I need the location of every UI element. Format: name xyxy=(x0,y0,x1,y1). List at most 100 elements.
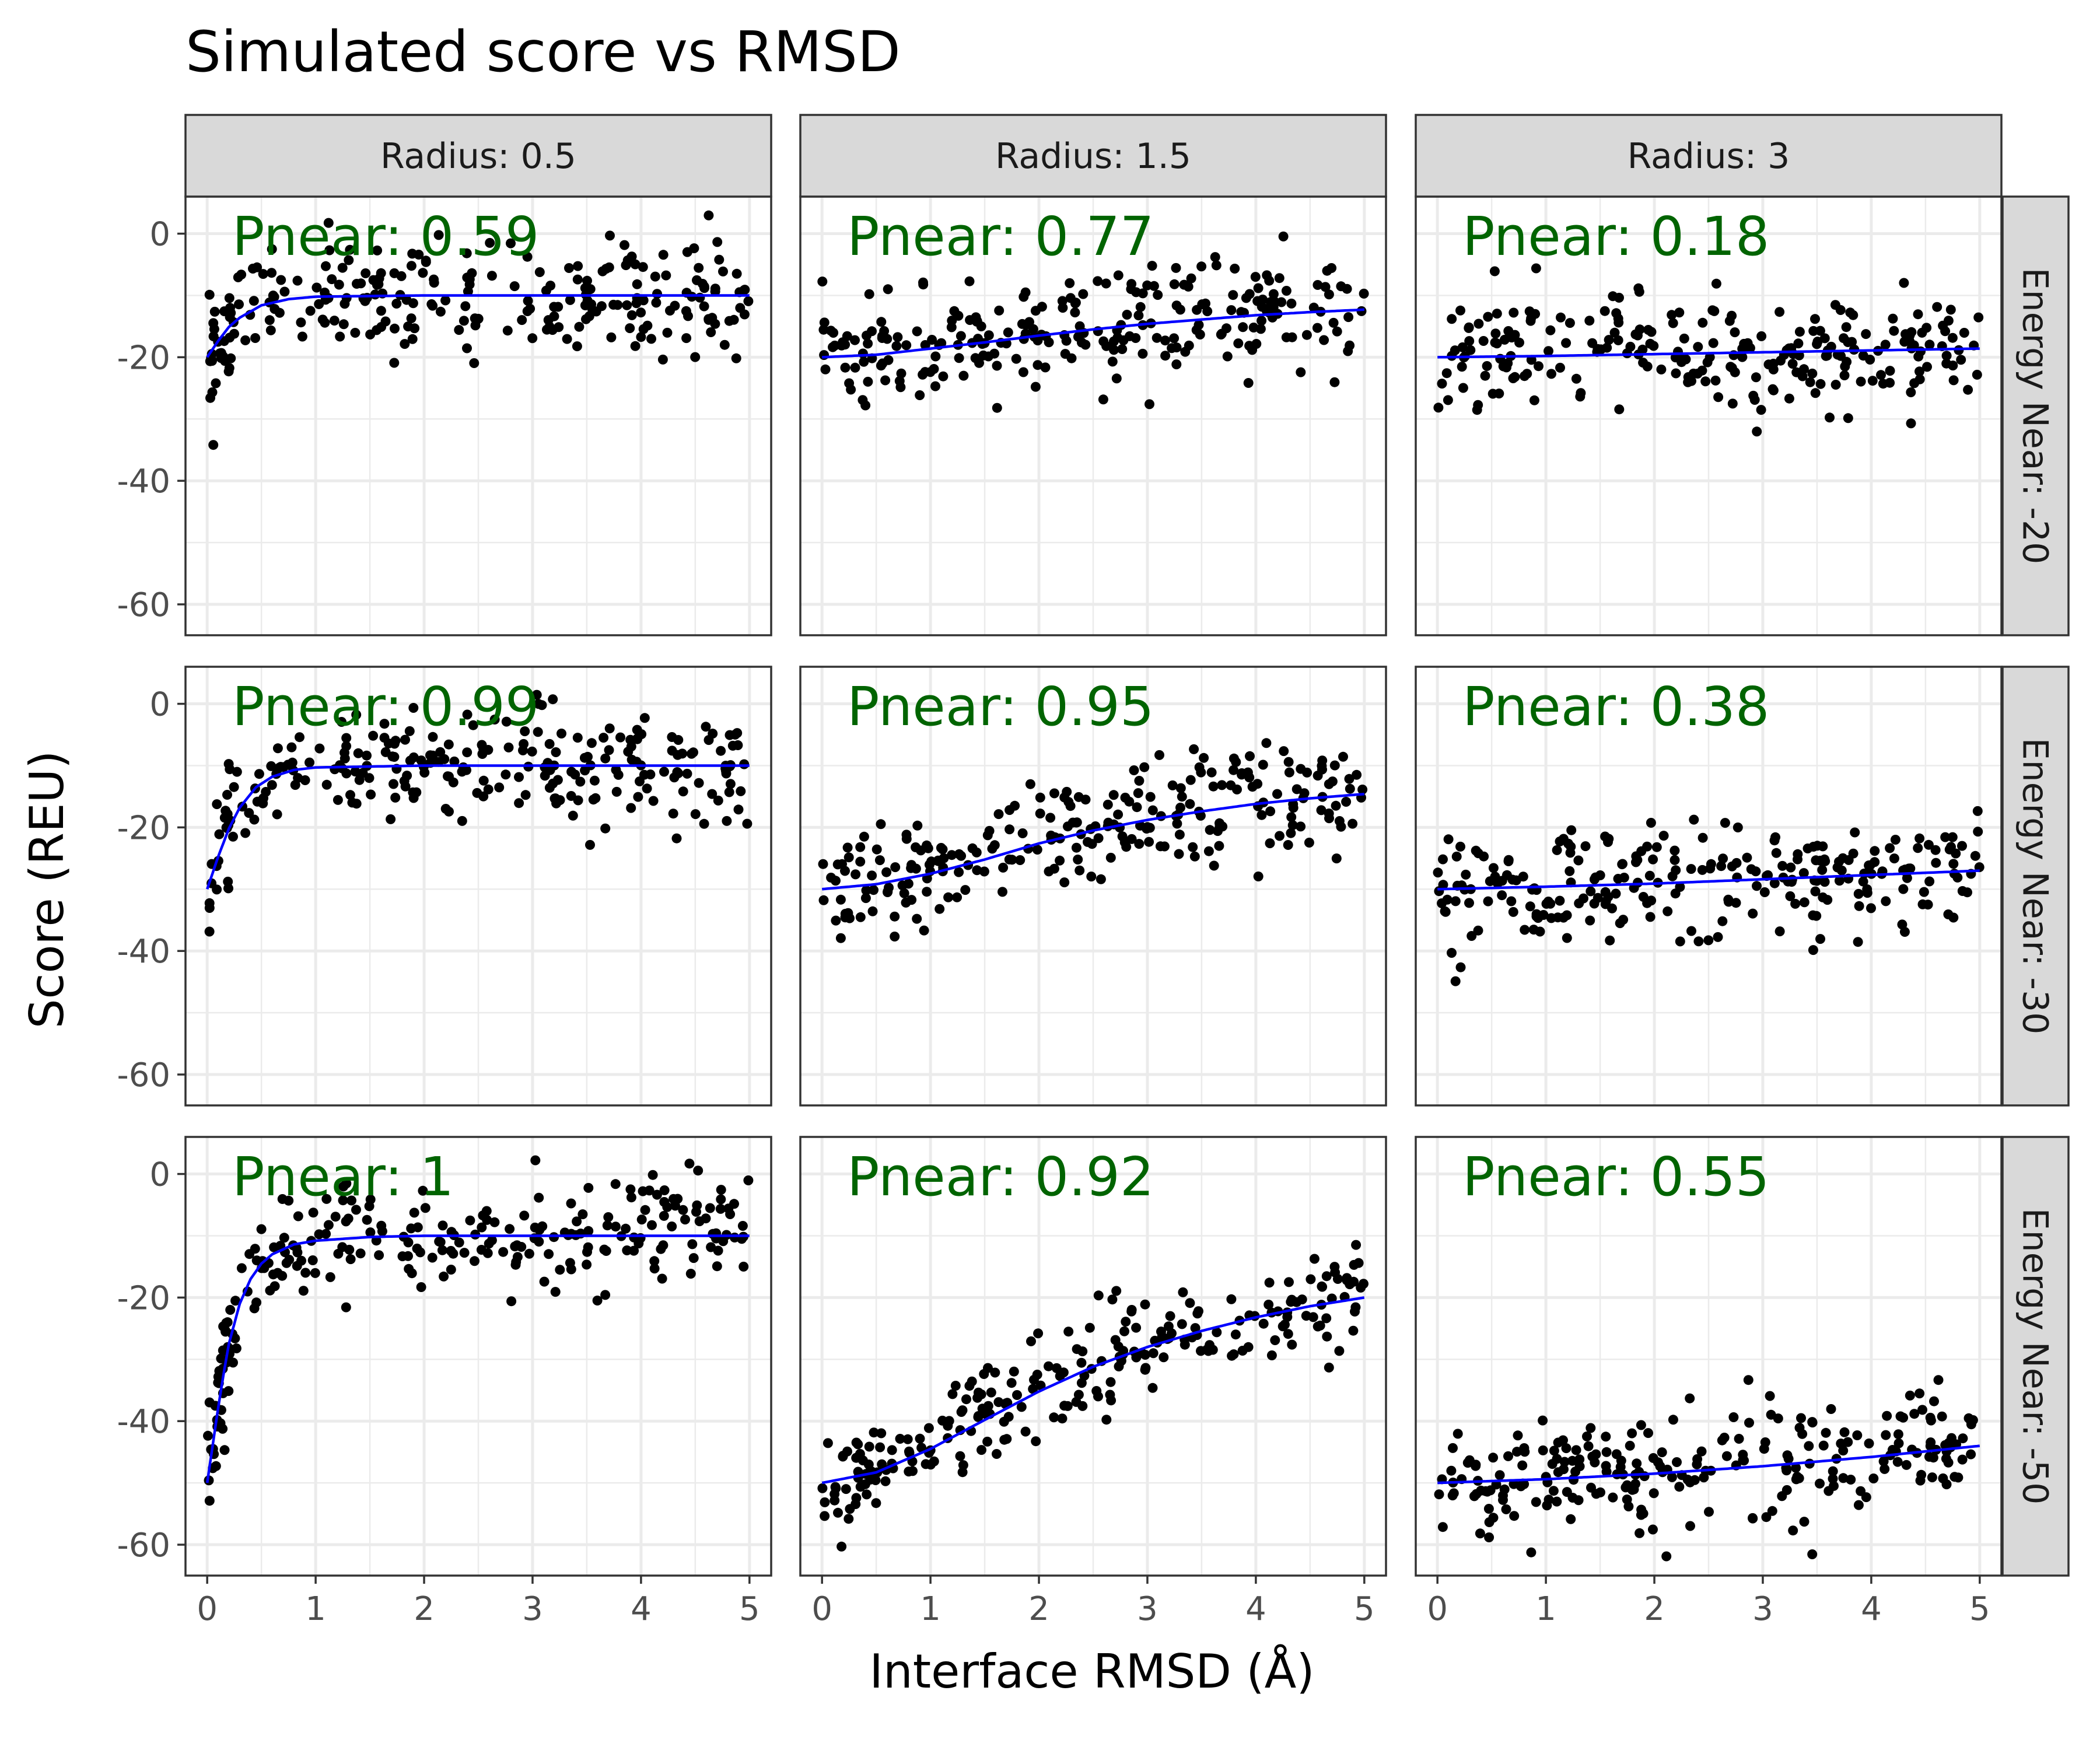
data-point xyxy=(647,1220,657,1230)
data-point xyxy=(632,279,642,289)
data-point xyxy=(1589,898,1600,909)
data-point xyxy=(1078,289,1088,299)
data-point xyxy=(1451,851,1462,862)
data-point xyxy=(256,1224,267,1234)
data-point xyxy=(673,768,684,779)
data-point xyxy=(1461,869,1471,880)
data-point xyxy=(551,798,562,808)
data-point xyxy=(1868,1474,1879,1483)
data-point xyxy=(460,301,471,312)
data-point xyxy=(1134,776,1144,786)
data-point xyxy=(1534,361,1544,372)
data-point xyxy=(1661,1551,1672,1562)
data-point xyxy=(1804,1441,1814,1451)
panel-border xyxy=(1415,1136,2003,1577)
data-point xyxy=(863,338,873,349)
data-point xyxy=(1437,379,1447,389)
x-tick-label: 1 xyxy=(305,1590,326,1628)
data-point xyxy=(1189,851,1200,862)
data-point xyxy=(1956,355,1966,365)
data-point xyxy=(901,834,912,844)
data-point xyxy=(1948,375,1959,386)
data-point xyxy=(1057,1413,1068,1424)
data-point xyxy=(1555,362,1565,373)
data-point xyxy=(232,766,242,777)
data-point xyxy=(341,1302,351,1312)
data-point xyxy=(539,1276,550,1287)
data-point xyxy=(998,862,1009,873)
data-point xyxy=(956,331,966,341)
data-point xyxy=(1930,845,1941,855)
data-point xyxy=(715,1203,726,1214)
data-point xyxy=(231,1343,242,1353)
y-tick-label: 0 xyxy=(149,216,170,254)
data-point xyxy=(820,1497,830,1507)
data-point xyxy=(1203,846,1214,856)
data-point xyxy=(630,341,640,351)
data-point xyxy=(1553,1467,1563,1478)
data-point xyxy=(473,314,484,324)
data-point xyxy=(1513,1430,1523,1441)
data-point xyxy=(1442,894,1452,905)
data-point xyxy=(1261,738,1272,748)
data-point xyxy=(583,1182,594,1193)
data-point xyxy=(1489,266,1500,276)
data-point xyxy=(1919,887,1929,897)
data-point xyxy=(610,1179,621,1189)
data-point xyxy=(1131,1352,1142,1363)
data-point xyxy=(1865,355,1875,365)
data-point xyxy=(1126,1306,1137,1317)
data-point xyxy=(224,363,235,373)
row-strip-1: Energy Near: -30 xyxy=(2001,666,2070,1107)
data-point xyxy=(1842,356,1852,367)
data-point xyxy=(1724,316,1735,326)
data-point xyxy=(1009,1366,1019,1377)
data-point xyxy=(355,1248,366,1259)
data-point xyxy=(1186,273,1196,284)
data-point xyxy=(352,279,362,289)
data-point xyxy=(1286,1294,1297,1305)
data-point xyxy=(337,763,348,774)
data-point xyxy=(1030,382,1041,392)
data-point xyxy=(1834,876,1845,886)
data-point xyxy=(1622,1494,1632,1504)
data-point xyxy=(353,748,363,758)
data-point xyxy=(573,261,583,271)
data-point xyxy=(936,338,947,348)
data-point xyxy=(1483,1504,1494,1514)
data-point xyxy=(1917,1405,1927,1415)
data-point xyxy=(1713,932,1723,942)
data-point xyxy=(1196,261,1207,272)
data-point xyxy=(1503,1451,1513,1461)
data-point xyxy=(248,264,258,274)
data-point xyxy=(376,1220,387,1231)
data-point xyxy=(600,753,611,764)
data-point xyxy=(1555,895,1565,906)
data-point xyxy=(860,400,871,411)
data-point xyxy=(1889,853,1899,864)
data-point xyxy=(877,1459,887,1469)
data-point xyxy=(555,1265,565,1275)
data-point xyxy=(300,1268,311,1278)
data-point xyxy=(1147,1382,1158,1393)
data-point xyxy=(1497,876,1507,886)
data-point xyxy=(678,786,688,797)
data-point xyxy=(1474,318,1484,329)
data-point xyxy=(1044,866,1054,877)
data-point xyxy=(446,1245,456,1256)
data-point xyxy=(1555,836,1565,846)
data-point xyxy=(589,775,600,786)
data-point xyxy=(530,1155,541,1166)
data-point xyxy=(1498,1494,1508,1505)
data-point xyxy=(1662,906,1673,916)
data-point xyxy=(1209,860,1219,871)
data-point xyxy=(494,782,505,793)
data-point xyxy=(730,729,740,740)
data-point xyxy=(1190,1323,1200,1334)
data-point xyxy=(936,843,946,853)
data-point xyxy=(1771,848,1782,858)
data-point xyxy=(1668,1415,1678,1425)
data-point xyxy=(586,738,597,748)
data-point xyxy=(1901,1460,1912,1470)
data-point xyxy=(406,313,416,324)
